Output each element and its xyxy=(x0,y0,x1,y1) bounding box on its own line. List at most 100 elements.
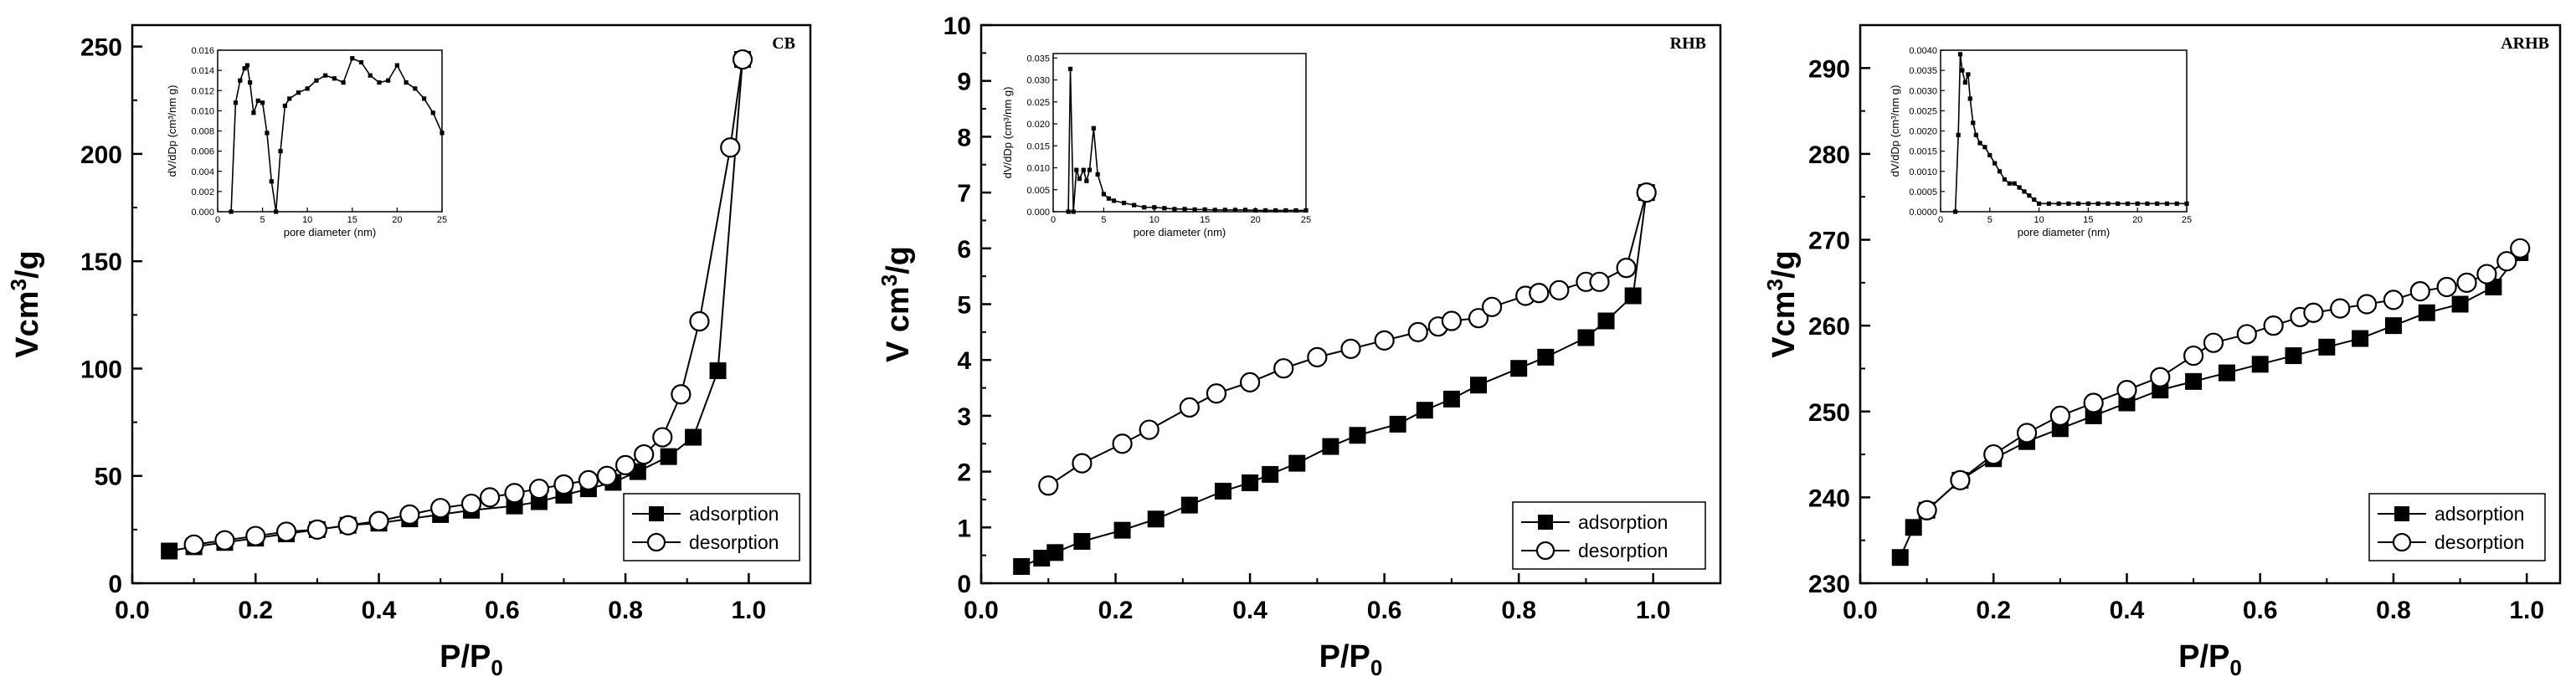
data-point-desorption xyxy=(1916,500,1937,520)
y-tick-label: 1 xyxy=(957,515,971,542)
inset-data-point xyxy=(305,86,310,91)
inset-chart: 0 5 10 15 20 25 0.000 0.002 0.004 0.006 0.008 0.010… xyxy=(166,46,447,238)
x-tick-label: 0.0 xyxy=(964,597,999,624)
inset-data-point xyxy=(1067,66,1073,71)
x-tick-label: 0.8 xyxy=(2376,597,2411,624)
inset-data-point xyxy=(1192,207,1197,212)
data-point-desorption xyxy=(2496,251,2517,272)
inset-data-point xyxy=(1172,207,1177,212)
inset-data-point xyxy=(332,76,337,81)
data-point-adsorption xyxy=(1262,465,1279,483)
inset-data-point xyxy=(247,80,253,85)
data-point-desorption xyxy=(2303,302,2324,323)
inset-data-point xyxy=(394,63,399,68)
data-point-adsorption xyxy=(1322,438,1339,455)
inset-data-point xyxy=(1162,206,1167,211)
inset-data-point xyxy=(1111,198,1117,203)
inset-data-point xyxy=(2095,201,2100,206)
inset-data-point xyxy=(269,179,274,184)
inset-data-point xyxy=(1966,72,1971,77)
data-point-desorption xyxy=(1112,433,1133,454)
inset-y-tick-label: 0.0025 xyxy=(1909,106,1937,116)
inset-data-point xyxy=(2017,185,2022,190)
inset-data-point xyxy=(1071,209,1076,214)
inset-data-point xyxy=(421,96,427,101)
data-point-desorption xyxy=(578,469,599,490)
inset-data-point xyxy=(1973,132,1978,137)
data-point-adsorption xyxy=(2384,317,2402,335)
inset-data-point xyxy=(1253,208,1258,213)
data-point-desorption xyxy=(1549,279,1570,300)
x-tick-label: 0.6 xyxy=(485,597,520,624)
y-tick-label: 6 xyxy=(957,236,971,264)
inset-data-point xyxy=(2145,201,2150,206)
inset-y-tick-label: 0.010 xyxy=(191,106,214,116)
data-point-desorption xyxy=(1139,419,1159,440)
chart-panel-rhb: 0.0 0.2 0.4 0.6 0.8 1.0 0 1 2 3 4 5 6 7 8 9 10 P/P0 V cm3/… xyxy=(877,13,1722,680)
inset-data-point xyxy=(1212,208,1217,213)
data-point-desorption xyxy=(2436,276,2457,298)
inset-data-point xyxy=(1967,96,1972,101)
inset-data-point xyxy=(1132,203,1137,208)
inset-data-point xyxy=(1953,209,1958,214)
inset-data-point xyxy=(1263,208,1268,213)
inset-data-point xyxy=(1273,208,1278,213)
inset-data-point xyxy=(368,73,373,78)
inset-data-point xyxy=(282,103,287,108)
data-point-adsorption xyxy=(1288,454,1306,472)
y-tick-label: 270 xyxy=(1808,228,1850,255)
data-point-desorption xyxy=(553,474,574,495)
inset-y-tick-label: 0.002 xyxy=(191,187,214,197)
y-tick-label: 280 xyxy=(1808,141,1850,169)
inset-x-tick-label: 15 xyxy=(2083,215,2093,225)
inset-data-point xyxy=(1303,208,1309,213)
series-desorption xyxy=(1916,238,2531,520)
series-desorption xyxy=(183,49,753,555)
data-point-desorption xyxy=(1072,453,1093,474)
x-tick-label: 0.0 xyxy=(1843,597,1878,624)
data-point-adsorption xyxy=(1577,329,1595,346)
inset-data-point xyxy=(2184,201,2189,206)
inset-x-tick-label: 20 xyxy=(1250,215,1260,225)
inset-frame xyxy=(217,49,443,213)
data-point-adsorption xyxy=(1013,557,1031,575)
inset-data-point xyxy=(1982,145,1987,150)
data-point-desorption xyxy=(2083,392,2104,413)
data-point-desorption xyxy=(1038,475,1059,496)
inset-data-point xyxy=(2027,193,2032,198)
inset-frame xyxy=(1052,53,1307,213)
inset-data-point xyxy=(1095,172,1100,177)
data-point-desorption xyxy=(504,483,525,504)
y-tick-label: 230 xyxy=(1808,571,1850,598)
data-point-adsorption xyxy=(685,428,702,446)
inset-data-point xyxy=(350,56,355,61)
inset-y-title: dV/dDp (cm³/nm g) xyxy=(1001,87,1014,179)
data-point-desorption xyxy=(2116,380,2137,401)
inset-data-point xyxy=(229,209,234,214)
legend-marker-adsorption xyxy=(1538,515,1553,530)
data-point-desorption xyxy=(671,384,692,405)
inset-data-point xyxy=(260,100,265,105)
legend-label-adsorption: adsorption xyxy=(1578,511,1668,533)
data-point-adsorption xyxy=(2251,356,2269,373)
inset-data-point xyxy=(341,80,346,85)
legend-label-adsorption: adsorption xyxy=(2435,503,2524,525)
inset-data-point xyxy=(2085,201,2090,206)
inset-data-point xyxy=(2007,181,2012,186)
data-point-desorption xyxy=(1441,310,1463,331)
data-point-desorption xyxy=(337,515,358,536)
data-point-desorption xyxy=(1636,182,1657,203)
inset-data-point xyxy=(1293,208,1298,213)
data-point-desorption xyxy=(214,530,235,551)
legend-marker-desorption xyxy=(2392,532,2412,552)
data-point-desorption xyxy=(399,504,420,526)
x-tick-label: 1.0 xyxy=(2509,597,2544,624)
inset-data-point xyxy=(1202,207,1207,212)
inset-data-point xyxy=(1106,196,1112,201)
inset-y-title: dV/dDp (cm³/nm g) xyxy=(166,85,178,177)
inset-data-point xyxy=(1977,141,1982,146)
data-point-desorption xyxy=(2357,294,2378,315)
inset-x-tick-label: 10 xyxy=(1149,215,1159,225)
data-point-desorption xyxy=(732,49,753,70)
data-point-desorption xyxy=(368,510,389,531)
